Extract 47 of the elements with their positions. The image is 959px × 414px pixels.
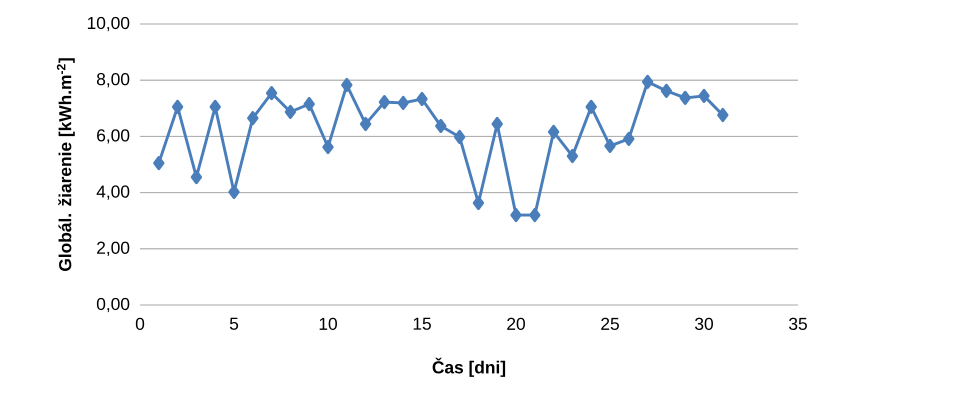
point bbox=[304, 97, 315, 112]
y-tick-label: 0,00 bbox=[96, 298, 130, 312]
y-tick-label: 8,00 bbox=[96, 73, 130, 88]
point bbox=[454, 130, 466, 144]
point bbox=[210, 100, 221, 114]
x-tick-label: 35 bbox=[789, 318, 807, 330]
point bbox=[190, 170, 202, 184]
y-tick-label: 10,00 bbox=[88, 16, 130, 32]
point bbox=[435, 118, 446, 134]
x-tick-label: 0 bbox=[136, 318, 144, 330]
point bbox=[510, 208, 522, 222]
x-tick-label: 20 bbox=[507, 318, 525, 330]
point bbox=[266, 86, 278, 100]
point bbox=[698, 88, 710, 104]
point bbox=[322, 140, 334, 154]
point bbox=[416, 92, 428, 106]
point bbox=[472, 196, 484, 210]
x-tick-label: 5 bbox=[230, 318, 238, 330]
point bbox=[172, 100, 184, 114]
point bbox=[228, 184, 240, 200]
point bbox=[378, 95, 390, 110]
point bbox=[548, 124, 560, 139]
point bbox=[153, 156, 164, 170]
point bbox=[341, 78, 352, 92]
point bbox=[642, 74, 654, 89]
point bbox=[247, 111, 258, 126]
point bbox=[566, 149, 578, 164]
y-tick-label: 4,00 bbox=[96, 185, 130, 200]
point bbox=[586, 100, 597, 114]
y-tick-label: 2,00 bbox=[97, 242, 130, 256]
x-tick-label: 25 bbox=[601, 318, 619, 330]
x-axis-title: Čas [dni] bbox=[432, 358, 506, 377]
point bbox=[623, 132, 634, 146]
point bbox=[717, 108, 728, 122]
x-tick-label: 10 bbox=[320, 318, 337, 330]
point bbox=[284, 104, 296, 120]
point bbox=[398, 96, 409, 110]
point bbox=[680, 90, 691, 105]
point bbox=[492, 116, 503, 132]
point bbox=[660, 84, 672, 98]
point bbox=[529, 208, 540, 222]
y-tick-label: 6,00 bbox=[97, 129, 130, 144]
x-tick-label: 15 bbox=[414, 318, 431, 330]
x-tick-label: 30 bbox=[695, 318, 713, 330]
point bbox=[360, 116, 372, 132]
y-axis-title: Globál. žiarenie [kWh.m$^{-2}$] bbox=[56, 58, 75, 271]
point bbox=[604, 138, 616, 154]
